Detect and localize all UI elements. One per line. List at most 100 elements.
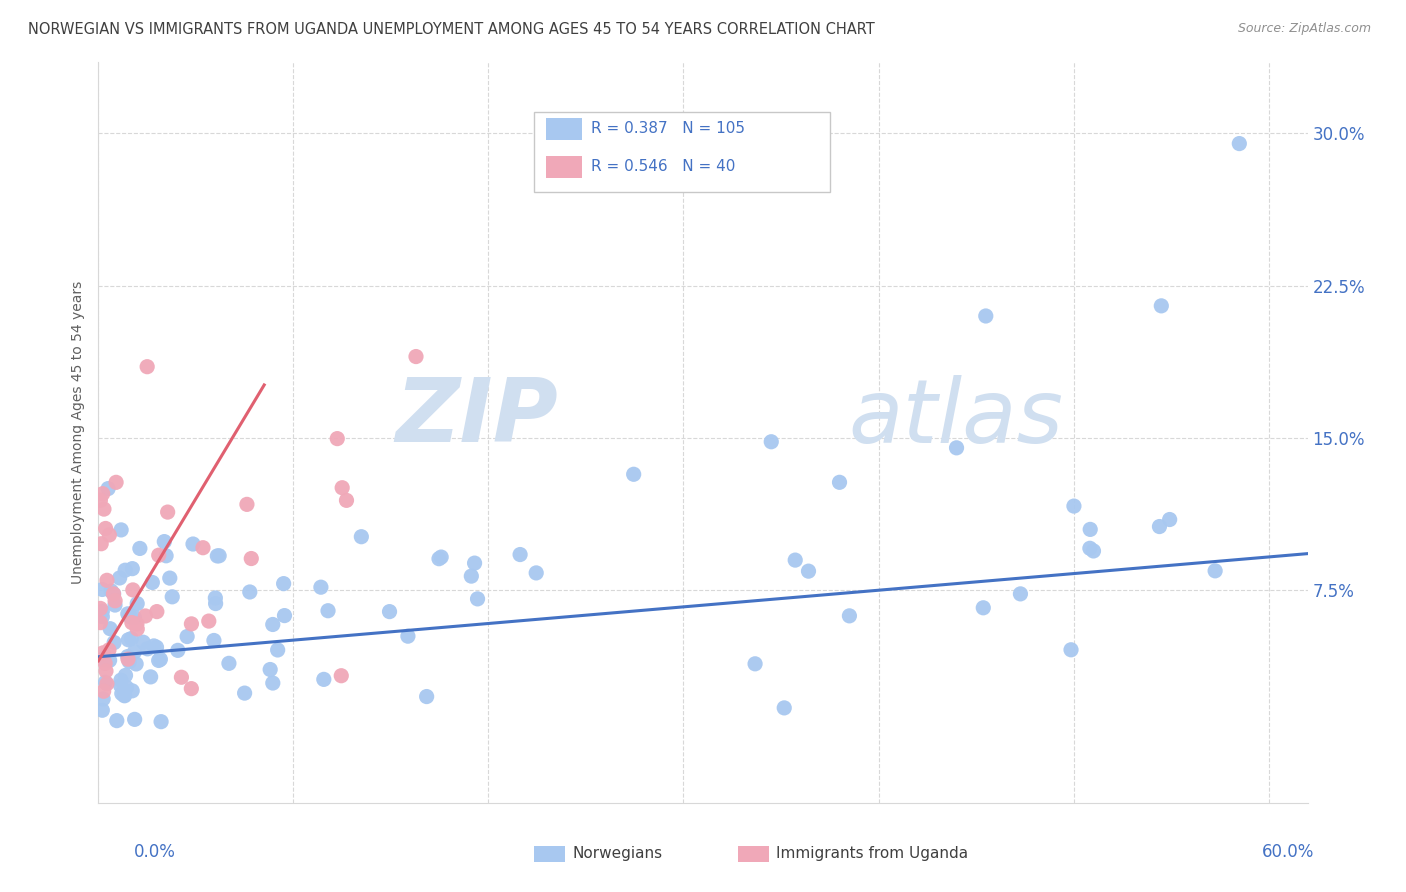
Point (128, 541, 150, 556)
Point (91, 486, 114, 500)
Point (127, 622, 149, 636)
Point (326, 432, 349, 446)
Point (464, 556, 486, 570)
Point (350, 530, 373, 544)
Point (309, 580, 332, 594)
Point (330, 481, 353, 495)
Point (94, 664, 117, 678)
Point (118, 655, 141, 669)
Point (1060, 642, 1083, 657)
Point (430, 550, 453, 565)
Point (207, 549, 229, 563)
Point (89, 601, 111, 615)
Point (117, 632, 139, 647)
Point (1149, 519, 1171, 533)
Point (945, 441, 967, 455)
Point (110, 673, 132, 687)
Text: Immigrants from Uganda: Immigrants from Uganda (776, 847, 969, 861)
Point (236, 497, 259, 511)
Point (103, 635, 125, 649)
Point (91, 703, 114, 717)
Point (155, 549, 177, 563)
Point (134, 609, 156, 624)
Point (96, 677, 118, 691)
Point (91, 604, 114, 618)
Point (114, 563, 136, 577)
Point (262, 617, 284, 632)
Point (93, 684, 115, 698)
Point (176, 630, 198, 644)
Point (1063, 499, 1085, 513)
Point (136, 641, 159, 656)
Point (198, 614, 221, 628)
Point (111, 686, 134, 700)
Text: 60.0%: 60.0% (1263, 843, 1315, 861)
Point (110, 523, 132, 537)
Point (180, 616, 202, 631)
Point (124, 645, 146, 659)
Point (98, 622, 121, 636)
Point (93, 502, 115, 516)
Point (89, 615, 111, 630)
Point (121, 615, 143, 630)
Point (103, 587, 125, 601)
Point (103, 587, 125, 601)
Point (623, 467, 645, 482)
Point (142, 639, 165, 653)
Text: ZIP: ZIP (395, 375, 558, 461)
Point (146, 605, 169, 619)
Point (405, 350, 427, 364)
Point (145, 640, 167, 655)
Point (149, 652, 172, 666)
Point (91, 609, 114, 624)
Point (97, 482, 120, 496)
Point (181, 537, 204, 551)
Point (100, 583, 122, 598)
Point (460, 569, 482, 583)
Point (785, 553, 807, 567)
Point (773, 701, 796, 715)
Point (98, 528, 121, 542)
Point (1078, 541, 1101, 556)
Point (97, 643, 120, 657)
Point (1150, 299, 1173, 313)
Point (1204, 564, 1226, 578)
Point (110, 679, 132, 693)
Point (233, 686, 256, 700)
Point (104, 598, 127, 612)
Point (121, 561, 143, 575)
Point (180, 681, 202, 696)
Point (104, 594, 127, 608)
Point (1159, 512, 1181, 526)
Point (139, 670, 162, 684)
Point (1010, 587, 1032, 601)
Point (153, 534, 176, 549)
Point (396, 629, 419, 643)
Point (91, 652, 114, 666)
Point (136, 359, 159, 374)
Point (90, 537, 112, 551)
Point (166, 643, 188, 657)
Point (117, 649, 139, 664)
Point (262, 676, 284, 690)
Point (94, 675, 117, 690)
Point (91, 582, 114, 597)
Point (96, 574, 118, 588)
Point (266, 643, 288, 657)
Point (121, 683, 143, 698)
Point (427, 551, 450, 566)
Point (273, 576, 295, 591)
Point (148, 548, 170, 562)
Point (98, 653, 121, 667)
Point (797, 564, 820, 578)
Text: R = 0.546   N = 40: R = 0.546 N = 40 (591, 160, 735, 174)
Point (94, 521, 117, 535)
Point (91, 692, 114, 706)
Point (974, 309, 997, 323)
Point (120, 632, 142, 646)
Point (240, 551, 263, 566)
Point (156, 505, 179, 519)
Point (120, 609, 142, 624)
Text: NORWEGIAN VS IMMIGRANTS FROM UGANDA UNEMPLOYMENT AMONG AGES 45 TO 54 YEARS CORRE: NORWEGIAN VS IMMIGRANTS FROM UGANDA UNEM… (28, 22, 875, 37)
Point (170, 670, 193, 684)
